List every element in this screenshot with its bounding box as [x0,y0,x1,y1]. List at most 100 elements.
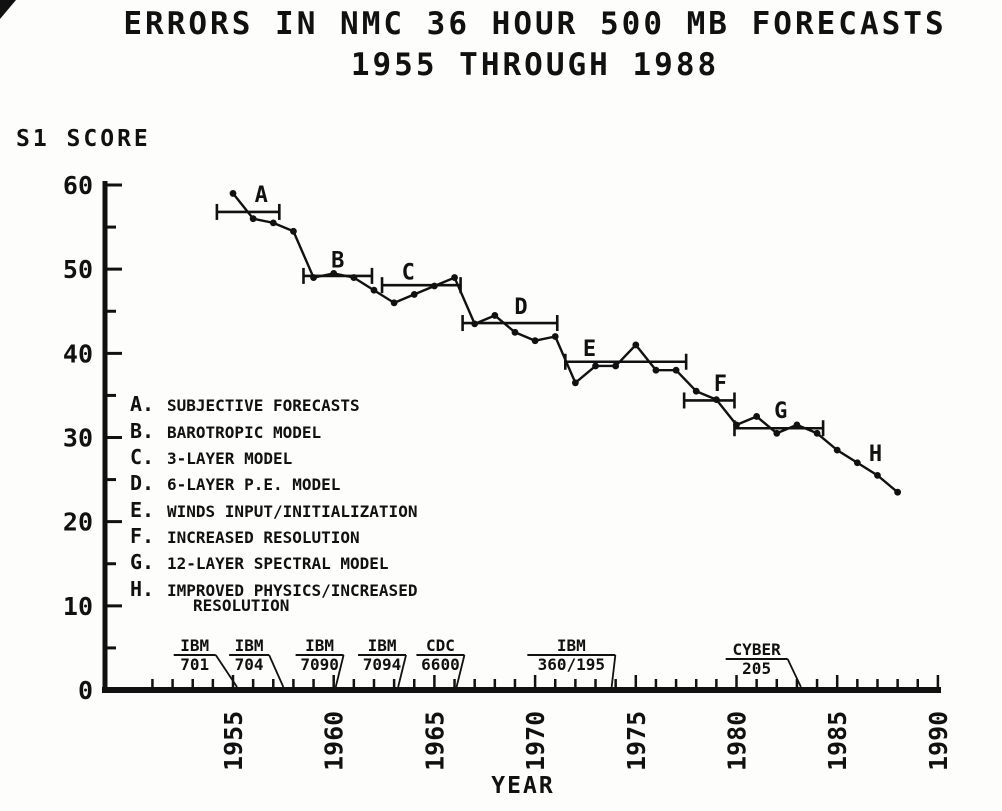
legend-text: RESOLUTION [193,596,289,615]
computer-name: IBM [180,636,209,655]
x-axis-title: YEAR [491,773,555,799]
legend-letter: G. [130,550,154,574]
x-tick-year-label: 1975 [622,711,651,771]
segment-letter-label: H [869,442,882,467]
x-tick-year-label: 1965 [420,711,449,771]
data-point [431,282,438,290]
legend-letter: H. [130,577,154,601]
computer-name: IBM [305,636,334,655]
legend-letter: B. [130,419,154,443]
data-point [249,215,257,223]
y-tick-label: 10 [63,592,93,621]
legend-letter: E. [130,498,154,522]
computer-model: 6600 [421,655,460,674]
data-point [672,366,680,374]
data-point [612,362,620,370]
data-point [471,320,479,328]
legend-letter: F. [130,524,154,548]
data-point [733,421,740,429]
computer-name: IBM [557,636,586,655]
segment-letter-label: C [402,260,415,285]
computer-leader-line [334,654,345,688]
data-point [874,471,881,479]
legend-text: BAROTROPIC MODEL [167,423,321,442]
data-point [712,396,720,404]
legend-text: 12-LAYER SPECTRAL MODEL [167,554,389,573]
data-point [390,299,398,307]
computer-leader-line [214,654,238,688]
computer-leader-line [610,654,617,688]
data-point [833,446,841,454]
s1-score-curve [232,192,899,494]
computer-leader-line [786,658,802,688]
legend-text: SUBJECTIVE FORECASTS [167,396,360,415]
data-point [753,413,761,420]
data-point [894,488,902,496]
legend-text: IMPROVED PHYSICS/INCREASED [167,581,417,600]
computer-model: 701 [180,655,209,674]
computer-model: 205 [742,659,771,678]
legend-letter: C. [130,445,154,469]
computer-name: IBM [368,636,397,655]
y-axis-title: S1 SCORE [16,126,151,152]
data-point [290,227,297,235]
segment-letter-label: A [255,183,268,208]
data-point [531,337,539,345]
segment-letter-label: D [514,295,527,320]
legend-text: INCREASED RESOLUTION [167,528,360,547]
y-tick-label: 50 [63,255,93,284]
segment-letter-label: G [774,399,787,424]
computer-leader-line [397,654,407,688]
chart-title: ERRORS IN NMC 36 HOUR 500 MB FORECASTS 1… [70,9,1000,81]
y-tick-label: 60 [63,171,93,200]
data-point [853,459,861,467]
legend-text: 3-LAYER MODEL [167,449,292,468]
computer-model: 360/195 [538,655,605,674]
data-point [692,387,700,395]
segment-letter-label: E [583,337,596,362]
x-tick-year-label: 1960 [320,711,349,771]
data-point [491,312,499,319]
data-point [370,286,378,294]
x-tick-year-label: 1955 [219,711,248,771]
data-point [330,269,338,277]
computer-model: 7090 [300,655,339,674]
data-point [571,379,579,387]
x-tick-year-label: 1970 [521,711,550,771]
data-point [269,219,277,227]
data-point [451,274,458,281]
chart-title-line1: ERRORS IN NMC 36 HOUR 500 MB FORECASTS [123,6,947,42]
data-point [793,421,801,429]
y-tick-label: 40 [63,339,93,368]
computer-name: IBM [235,636,264,655]
y-tick-label: 30 [63,423,93,452]
data-point [592,362,599,370]
data-point [410,291,418,298]
x-tick-year-label: 1990 [924,711,953,771]
data-point [511,328,519,336]
data-point [652,366,660,374]
data-point [632,341,640,349]
scan-corner-artifact [0,0,16,19]
y-tick-label: 20 [63,508,93,537]
segment-letter-label: F [714,372,727,397]
y-tick-label: 0 [78,676,93,705]
data-point [310,274,317,281]
data-point [350,274,358,281]
data-point [551,333,559,340]
computer-model: 7094 [363,655,402,674]
x-tick-year-label: 1980 [723,711,752,771]
computer-model: 704 [235,655,264,674]
computer-leader-line [455,654,466,688]
computer-name: CYBER [733,640,782,659]
data-point [813,429,821,437]
legend-text: 6-LAYER P.E. MODEL [167,475,340,494]
x-tick-year-label: 1985 [823,711,852,771]
data-point [229,190,237,197]
legend-letter: A. [130,392,154,416]
computer-leader-line [268,654,285,688]
data-point [773,429,781,437]
legend-letter: D. [130,471,154,495]
